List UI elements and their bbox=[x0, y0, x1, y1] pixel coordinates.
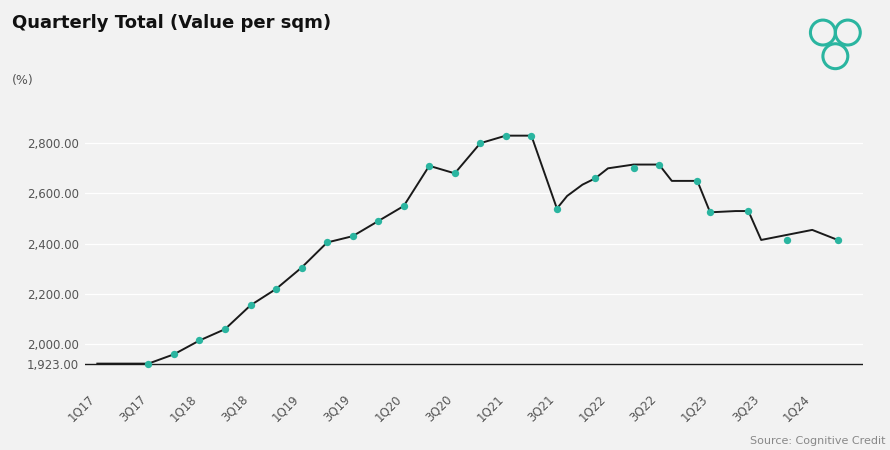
Point bbox=[422, 162, 436, 169]
Point bbox=[498, 132, 513, 139]
Text: Quarterly Total (Value per sqm): Quarterly Total (Value per sqm) bbox=[12, 14, 331, 32]
Point bbox=[741, 207, 756, 215]
Point bbox=[166, 351, 181, 358]
Point bbox=[295, 264, 309, 271]
Point bbox=[691, 177, 705, 184]
Point bbox=[243, 302, 257, 309]
Point bbox=[588, 175, 603, 182]
Point bbox=[703, 209, 717, 216]
Point bbox=[524, 132, 538, 139]
Point bbox=[371, 217, 385, 225]
Point bbox=[142, 360, 156, 367]
Point bbox=[627, 165, 641, 172]
Point bbox=[550, 205, 564, 212]
Point bbox=[448, 170, 462, 177]
Point bbox=[218, 326, 232, 333]
Point bbox=[397, 202, 411, 210]
Point bbox=[345, 233, 360, 240]
Point bbox=[320, 239, 335, 246]
Point bbox=[269, 285, 283, 292]
Point bbox=[651, 161, 666, 168]
Point bbox=[830, 236, 845, 243]
Text: Source: Cognitive Credit: Source: Cognitive Credit bbox=[750, 436, 886, 446]
Point bbox=[473, 140, 488, 147]
Point bbox=[780, 236, 794, 243]
Text: (%): (%) bbox=[12, 74, 33, 87]
Point bbox=[192, 337, 206, 344]
